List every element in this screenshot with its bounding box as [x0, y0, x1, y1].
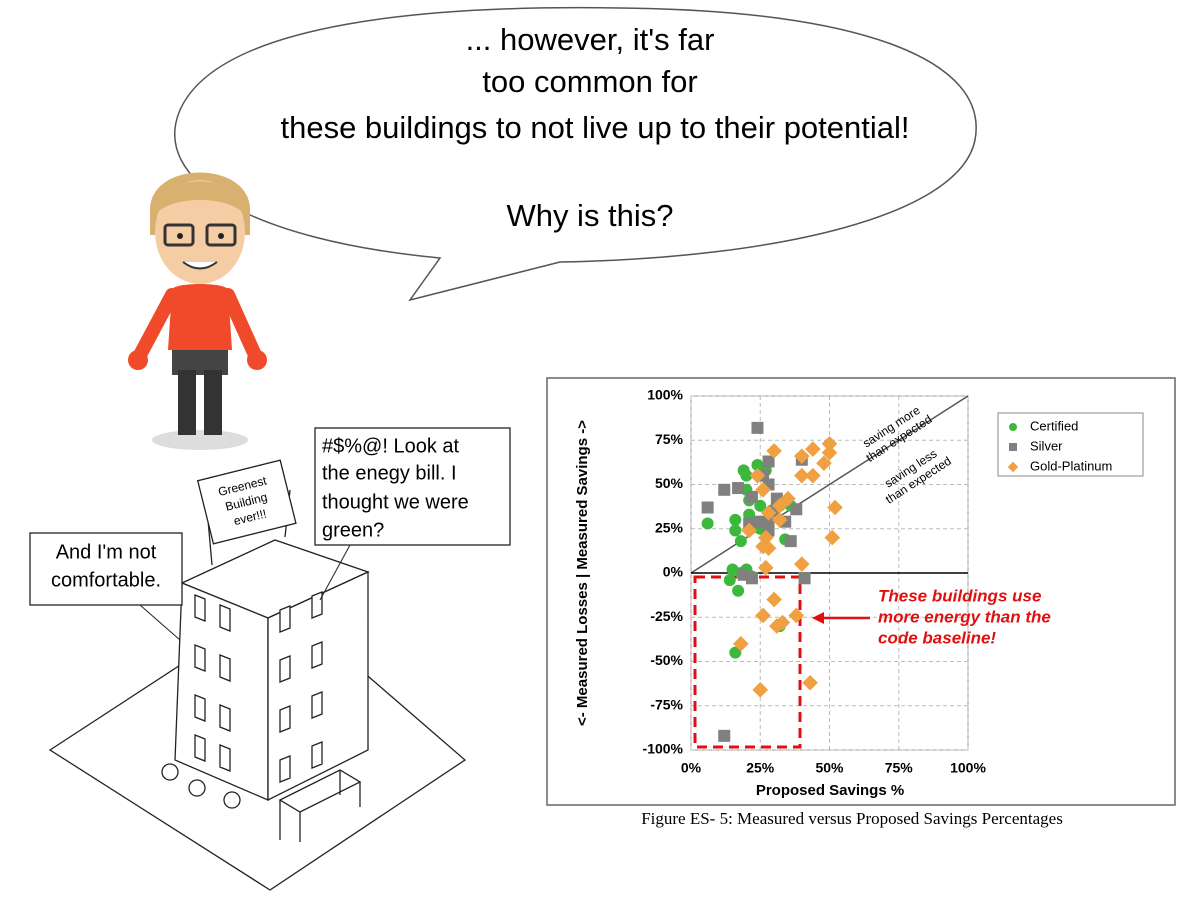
legend-label: Silver [1030, 438, 1063, 453]
point [780, 490, 796, 507]
character [128, 172, 267, 450]
point [766, 591, 782, 608]
callout-text: the enegy bill. I [322, 462, 457, 484]
point [701, 517, 714, 530]
point [740, 469, 753, 482]
legend-marker [1007, 461, 1019, 473]
point [745, 572, 758, 585]
caption: Figure ES- 5: Measured versus Proposed S… [641, 809, 1063, 828]
point [755, 482, 771, 498]
point [816, 455, 832, 472]
legend-label: Gold-Platinum [1030, 458, 1112, 473]
callout-text: green? [322, 519, 384, 541]
legend [997, 412, 1144, 477]
point [790, 503, 803, 516]
point [729, 524, 742, 537]
x-tick-label: 75% [885, 760, 914, 776]
legend-label: Certified [1030, 418, 1078, 433]
speech-line: these buildings to not live up to their … [280, 110, 909, 145]
y-tick-label: 25% [655, 519, 684, 535]
x-tick-label: 50% [815, 760, 844, 776]
point [784, 535, 797, 548]
point [766, 443, 782, 459]
legend-items: Certified Silver Gold-Platinum [1007, 418, 1112, 473]
point [771, 512, 788, 528]
callout-box [314, 427, 511, 546]
point [749, 467, 766, 484]
point [732, 584, 745, 597]
y-tick-label: 75% [655, 431, 684, 447]
point [788, 607, 805, 624]
point [732, 482, 745, 495]
building [48, 489, 467, 891]
annotation-callout: more energy than the [878, 607, 1051, 626]
y-tick-label: 50% [655, 475, 684, 491]
x-tick-label: 0% [681, 760, 702, 776]
callout-text: #$%@! Look at [322, 435, 459, 457]
point [726, 563, 739, 576]
legend-marker [1009, 423, 1017, 431]
point [821, 435, 838, 452]
point [824, 529, 841, 546]
x-tick-label: 25% [746, 760, 775, 776]
point [771, 497, 788, 514]
point [798, 572, 811, 585]
point [723, 574, 736, 587]
point [769, 618, 785, 634]
x-tick-label: 100% [950, 760, 986, 776]
point [805, 441, 821, 457]
point [755, 607, 771, 624]
y-tick-label: 100% [647, 387, 683, 403]
speech-bubble [174, 6, 977, 302]
point [802, 674, 818, 691]
arrow-head [812, 612, 824, 624]
point [741, 522, 757, 539]
point [752, 682, 769, 698]
point [762, 455, 775, 468]
point [701, 501, 714, 514]
point [794, 467, 810, 484]
point [729, 513, 742, 526]
speech-line: Why is this? [506, 198, 673, 233]
y-tick-label: 0% [663, 564, 684, 580]
point [762, 517, 775, 530]
point [760, 540, 777, 557]
sign: Greenest Building ever!!! [196, 459, 297, 545]
callout-pointer [139, 604, 181, 641]
y-tick-label: -25% [650, 608, 683, 624]
point [827, 499, 843, 516]
point [794, 448, 810, 464]
annotation-callout: code baseline! [878, 628, 996, 647]
callout-box [29, 532, 183, 606]
x-axis-label: Proposed Savings % [756, 782, 904, 799]
point [751, 421, 764, 434]
speech-line: too common for [482, 64, 697, 99]
point [821, 444, 838, 461]
point [733, 636, 749, 652]
callout-text: And I'm not [56, 541, 157, 563]
marks [701, 421, 843, 742]
annotation-callout: These buildings use [878, 586, 1041, 605]
callout-pointer [319, 544, 351, 601]
point [718, 729, 731, 742]
callout-text: comfortable. [51, 569, 161, 591]
point [794, 556, 810, 572]
y-tick-label: -50% [650, 652, 683, 668]
y-tick-label: -100% [643, 741, 684, 757]
point [757, 559, 774, 576]
legend-marker [1009, 443, 1017, 451]
y-tick-label: -75% [650, 696, 683, 712]
callout-text: thought we were [322, 491, 469, 513]
point [734, 535, 747, 548]
point [729, 646, 742, 659]
point [805, 467, 821, 484]
y-axis-label: <- Measured Losses | Measured Savings -> [574, 420, 591, 726]
speech-line: ... however, it's far [466, 22, 715, 57]
point [745, 490, 758, 503]
point [718, 483, 731, 496]
point [760, 505, 777, 521]
